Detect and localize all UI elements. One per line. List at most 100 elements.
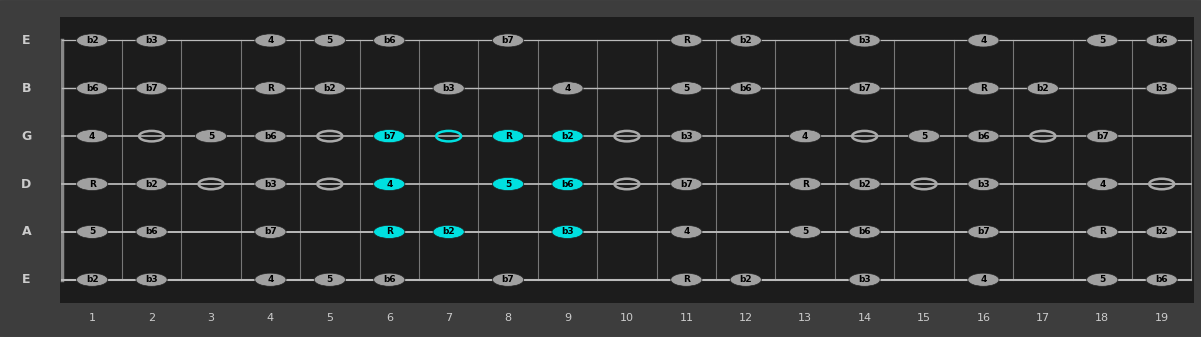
Text: b7: b7 (680, 180, 693, 188)
Text: 11: 11 (680, 313, 693, 324)
Ellipse shape (1087, 273, 1118, 286)
Ellipse shape (968, 273, 999, 286)
Text: b2: b2 (1036, 84, 1050, 93)
Text: b7: b7 (978, 227, 990, 236)
Text: 8: 8 (504, 313, 512, 324)
Text: 4: 4 (802, 132, 808, 141)
Text: b6: b6 (264, 132, 276, 141)
Ellipse shape (315, 34, 346, 47)
Text: R: R (802, 180, 808, 188)
Ellipse shape (849, 225, 880, 238)
Text: 5: 5 (1099, 275, 1105, 284)
Ellipse shape (77, 178, 108, 190)
Text: 5: 5 (327, 36, 333, 45)
Text: R: R (504, 132, 512, 141)
Text: b3: b3 (859, 36, 871, 45)
Text: 5: 5 (921, 132, 927, 141)
FancyBboxPatch shape (60, 17, 1194, 303)
Text: G: G (22, 130, 31, 143)
Ellipse shape (552, 225, 584, 238)
Text: b7: b7 (859, 84, 871, 93)
Ellipse shape (1146, 82, 1177, 95)
Text: b3: b3 (264, 180, 276, 188)
Text: 5: 5 (208, 132, 214, 141)
Text: 4: 4 (386, 180, 393, 188)
Text: R: R (1099, 227, 1106, 236)
Text: 4: 4 (268, 275, 274, 284)
Text: 19: 19 (1154, 313, 1169, 324)
Text: 9: 9 (564, 313, 570, 324)
Text: b7: b7 (264, 227, 276, 236)
Ellipse shape (670, 273, 701, 286)
Ellipse shape (670, 130, 701, 143)
Text: b3: b3 (978, 180, 990, 188)
Ellipse shape (315, 273, 346, 286)
Text: b2: b2 (85, 36, 98, 45)
Text: b3: b3 (145, 275, 157, 284)
Ellipse shape (315, 82, 346, 95)
Ellipse shape (670, 82, 701, 95)
Ellipse shape (1027, 82, 1058, 95)
Text: B: B (22, 82, 31, 95)
Text: 4: 4 (980, 275, 986, 284)
Text: b7: b7 (502, 275, 514, 284)
Text: b2: b2 (740, 36, 752, 45)
Ellipse shape (670, 34, 701, 47)
Ellipse shape (255, 82, 286, 95)
Ellipse shape (136, 178, 167, 190)
Text: b3: b3 (442, 84, 455, 93)
Ellipse shape (968, 178, 999, 190)
Ellipse shape (1087, 130, 1118, 143)
Ellipse shape (968, 130, 999, 143)
Text: 4: 4 (980, 36, 986, 45)
Text: 5: 5 (327, 275, 333, 284)
Ellipse shape (374, 34, 405, 47)
Ellipse shape (670, 225, 701, 238)
Ellipse shape (196, 130, 227, 143)
Text: R: R (980, 84, 987, 93)
Text: b2: b2 (145, 180, 157, 188)
Text: b2: b2 (442, 227, 455, 236)
Text: 5: 5 (802, 227, 808, 236)
Ellipse shape (492, 273, 524, 286)
Text: R: R (386, 227, 393, 236)
Ellipse shape (374, 225, 405, 238)
Text: b6: b6 (1155, 36, 1169, 45)
Text: b2: b2 (859, 180, 871, 188)
Ellipse shape (77, 82, 108, 95)
Ellipse shape (136, 82, 167, 95)
Ellipse shape (670, 178, 701, 190)
Text: A: A (22, 225, 31, 238)
Ellipse shape (849, 178, 880, 190)
Ellipse shape (552, 82, 584, 95)
Ellipse shape (968, 225, 999, 238)
Ellipse shape (77, 273, 108, 286)
Ellipse shape (789, 225, 820, 238)
Text: b3: b3 (680, 132, 693, 141)
Ellipse shape (730, 273, 761, 286)
Text: 2: 2 (148, 313, 155, 324)
Ellipse shape (492, 34, 524, 47)
Text: b7: b7 (502, 36, 514, 45)
Text: 4: 4 (268, 36, 274, 45)
Ellipse shape (434, 225, 465, 238)
Text: b6: b6 (383, 275, 395, 284)
Text: 5: 5 (1099, 36, 1105, 45)
Ellipse shape (968, 82, 999, 95)
Text: 4: 4 (683, 227, 689, 236)
Ellipse shape (849, 273, 880, 286)
Ellipse shape (374, 178, 405, 190)
Ellipse shape (968, 34, 999, 47)
Ellipse shape (552, 130, 584, 143)
Ellipse shape (136, 34, 167, 47)
Text: b2: b2 (323, 84, 336, 93)
Ellipse shape (1087, 178, 1118, 190)
Text: b2: b2 (740, 275, 752, 284)
Text: b2: b2 (561, 132, 574, 141)
Text: b6: b6 (978, 132, 990, 141)
Text: 4: 4 (564, 84, 570, 93)
Text: b6: b6 (145, 227, 157, 236)
Text: 16: 16 (976, 313, 991, 324)
Ellipse shape (849, 34, 880, 47)
Ellipse shape (1146, 34, 1177, 47)
